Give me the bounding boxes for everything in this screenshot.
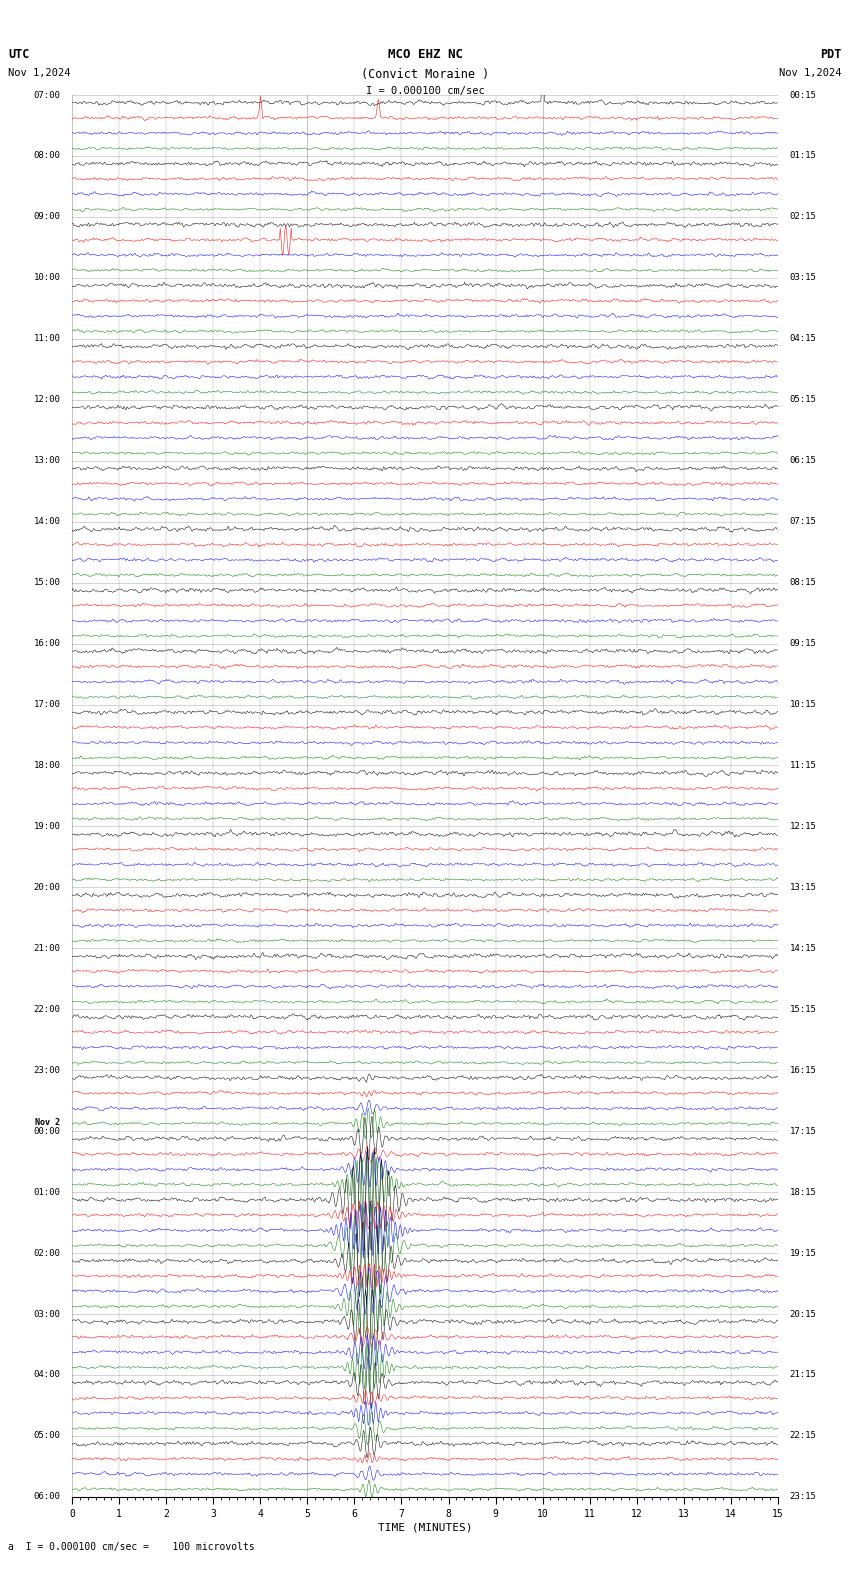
Text: 09:15: 09:15 (790, 638, 816, 648)
Text: I = 0.000100 cm/sec: I = 0.000100 cm/sec (366, 86, 484, 95)
Text: 19:00: 19:00 (34, 822, 60, 832)
Text: 00:15: 00:15 (790, 90, 816, 100)
Text: 04:00: 04:00 (34, 1370, 60, 1380)
Text: PDT: PDT (820, 48, 842, 60)
Text: 16:15: 16:15 (790, 1066, 816, 1074)
Text: 18:00: 18:00 (34, 760, 60, 770)
Text: 15:00: 15:00 (34, 578, 60, 588)
Text: 22:00: 22:00 (34, 1004, 60, 1014)
Text: 20:00: 20:00 (34, 882, 60, 892)
Text: 15:15: 15:15 (790, 1004, 816, 1014)
Text: 06:00: 06:00 (34, 1492, 60, 1502)
Text: 02:15: 02:15 (790, 212, 816, 222)
Text: 18:15: 18:15 (790, 1188, 816, 1196)
Text: 08:15: 08:15 (790, 578, 816, 588)
Text: 03:15: 03:15 (790, 274, 816, 282)
Text: 12:00: 12:00 (34, 396, 60, 404)
Text: 08:00: 08:00 (34, 152, 60, 160)
Text: 22:15: 22:15 (790, 1432, 816, 1440)
Text: 13:00: 13:00 (34, 456, 60, 466)
Text: 23:00: 23:00 (34, 1066, 60, 1074)
Text: Nov 1,2024: Nov 1,2024 (779, 68, 842, 78)
Text: 09:00: 09:00 (34, 212, 60, 222)
Text: 12:15: 12:15 (790, 822, 816, 832)
Text: 02:00: 02:00 (34, 1248, 60, 1258)
Text: 06:15: 06:15 (790, 456, 816, 466)
Text: 05:15: 05:15 (790, 396, 816, 404)
Text: 20:15: 20:15 (790, 1310, 816, 1318)
Text: a  I = 0.000100 cm/sec =    100 microvolts: a I = 0.000100 cm/sec = 100 microvolts (8, 1543, 255, 1552)
Text: 14:00: 14:00 (34, 518, 60, 526)
Text: 21:00: 21:00 (34, 944, 60, 954)
Text: 00:00: 00:00 (34, 1126, 60, 1136)
Text: 05:00: 05:00 (34, 1432, 60, 1440)
Text: 10:15: 10:15 (790, 700, 816, 710)
Text: 16:00: 16:00 (34, 638, 60, 648)
Text: 14:15: 14:15 (790, 944, 816, 954)
Text: 01:00: 01:00 (34, 1188, 60, 1196)
Text: 07:00: 07:00 (34, 90, 60, 100)
Text: Nov 1,2024: Nov 1,2024 (8, 68, 71, 78)
Text: 03:00: 03:00 (34, 1310, 60, 1318)
Text: Nov 2: Nov 2 (36, 1118, 60, 1126)
Text: 21:15: 21:15 (790, 1370, 816, 1380)
Text: 10:00: 10:00 (34, 274, 60, 282)
Text: (Convict Moraine ): (Convict Moraine ) (361, 68, 489, 81)
Text: 19:15: 19:15 (790, 1248, 816, 1258)
Text: 17:15: 17:15 (790, 1126, 816, 1136)
Text: 07:15: 07:15 (790, 518, 816, 526)
Text: UTC: UTC (8, 48, 30, 60)
X-axis label: TIME (MINUTES): TIME (MINUTES) (377, 1522, 473, 1533)
Text: 01:15: 01:15 (790, 152, 816, 160)
Text: 17:00: 17:00 (34, 700, 60, 710)
Text: 04:15: 04:15 (790, 334, 816, 344)
Text: 13:15: 13:15 (790, 882, 816, 892)
Text: 23:15: 23:15 (790, 1492, 816, 1502)
Text: MCO EHZ NC: MCO EHZ NC (388, 48, 462, 60)
Text: 11:15: 11:15 (790, 760, 816, 770)
Text: 11:00: 11:00 (34, 334, 60, 344)
